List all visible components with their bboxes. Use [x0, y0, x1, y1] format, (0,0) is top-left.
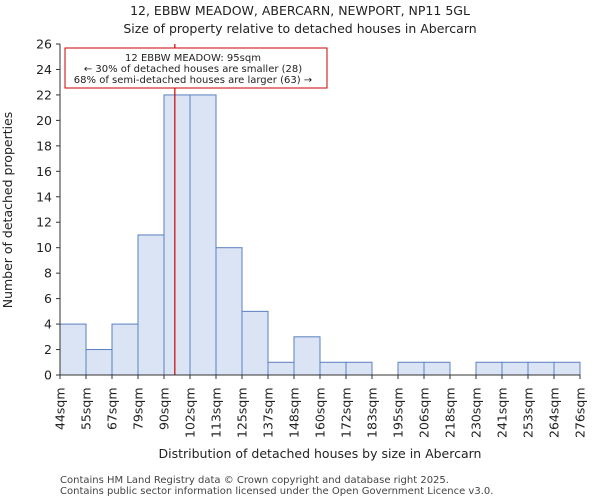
- footer-line-2: Contains public sector information licen…: [60, 486, 493, 497]
- x-tick-label: 276sqm: [573, 388, 588, 438]
- annotation-line-1: 12 EBBW MEADOW: 95sqm: [125, 53, 261, 64]
- bars-group: [59, 94, 581, 376]
- x-tick-label: 253sqm: [521, 388, 536, 438]
- x-tick-label: 241sqm: [495, 388, 510, 438]
- y-tick-label: 26: [36, 37, 52, 52]
- x-tick-label: 55sqm: [79, 388, 94, 431]
- footer-line-1: Contains HM Land Registry data © Crown c…: [60, 475, 449, 486]
- chart-title: 12, EBBW MEADOW, ABERCARN, NEWPORT, NP11…: [130, 3, 470, 18]
- y-tick-label: 12: [36, 215, 52, 230]
- bar: [137, 234, 165, 376]
- bar: [553, 361, 581, 376]
- y-tick-label: 22: [36, 87, 52, 102]
- bar: [527, 361, 555, 376]
- annotation-box: 12 EBBW MEADOW: 95sqm ← 30% of detached …: [64, 47, 328, 89]
- bar: [189, 94, 217, 376]
- bar: [475, 361, 503, 376]
- bar: [85, 349, 113, 376]
- x-tick-label: 264sqm: [547, 388, 562, 438]
- bar: [293, 336, 321, 376]
- y-tick-label: 2: [44, 342, 52, 357]
- y-tick-label: 14: [36, 189, 52, 204]
- y-tick-label: 8: [44, 266, 52, 281]
- y-tick-label: 0: [44, 368, 52, 383]
- bar: [215, 247, 243, 376]
- bar: [163, 94, 191, 376]
- x-tick-label: 125sqm: [235, 388, 250, 438]
- bar: [111, 323, 139, 376]
- annotation-line-2: ← 30% of detached houses are smaller (28…: [84, 64, 302, 75]
- x-tick-label: 137sqm: [261, 388, 276, 438]
- bar: [59, 323, 87, 376]
- x-tick-label: 79sqm: [131, 388, 146, 431]
- y-tick-label: 10: [36, 240, 52, 255]
- x-tick-label: 44sqm: [53, 388, 68, 431]
- y-axis-label: Number of detached properties: [0, 112, 15, 309]
- annotation-line-3: 68% of semi-detached houses are larger (…: [74, 75, 312, 86]
- y-tick-label: 4: [44, 317, 52, 332]
- x-tick-label: 90sqm: [157, 388, 172, 431]
- x-tick-label: 183sqm: [365, 388, 380, 438]
- x-tick-label: 172sqm: [339, 388, 354, 438]
- x-tick-label: 195sqm: [391, 388, 406, 438]
- bar: [423, 361, 451, 376]
- x-tick-label: 218sqm: [443, 388, 458, 438]
- bar: [501, 361, 529, 376]
- x-tick-label: 113sqm: [209, 388, 224, 438]
- bar: [319, 361, 347, 376]
- x-tick-label: 67sqm: [105, 388, 120, 431]
- bar: [241, 310, 269, 376]
- x-tick-label: 206sqm: [417, 388, 432, 438]
- x-tick-label: 102sqm: [183, 388, 198, 438]
- bar: [397, 361, 425, 376]
- bar: [267, 361, 295, 376]
- y-tick-label: 6: [44, 291, 52, 306]
- x-tick-label: 148sqm: [287, 388, 302, 438]
- x-axis-label: Distribution of detached houses by size …: [159, 446, 482, 461]
- annotation-border: [64, 47, 328, 89]
- bar: [345, 361, 373, 376]
- x-tick-label: 160sqm: [313, 388, 328, 438]
- x-tick-label: 230sqm: [469, 388, 484, 438]
- chart-subtitle: Size of property relative to detached ho…: [123, 21, 476, 36]
- y-tick-label: 16: [36, 164, 52, 179]
- y-tick-label: 18: [36, 138, 52, 153]
- y-tick-label: 24: [36, 62, 52, 77]
- y-tick-label: 20: [36, 113, 52, 128]
